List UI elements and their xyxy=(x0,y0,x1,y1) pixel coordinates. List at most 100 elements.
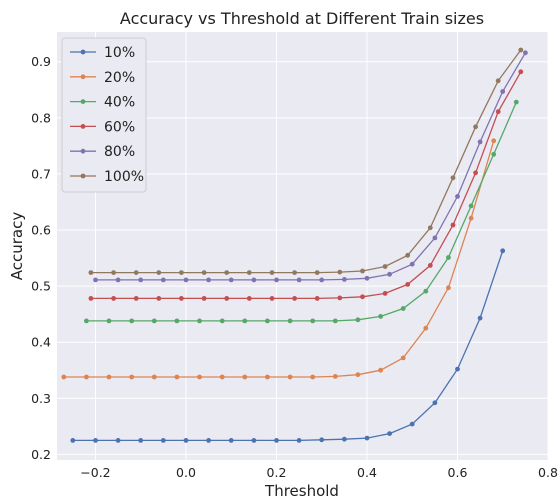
chart-title: Accuracy vs Threshold at Different Train… xyxy=(120,9,484,28)
data-point xyxy=(495,109,501,115)
data-point xyxy=(151,318,157,324)
data-point xyxy=(310,374,316,380)
data-point xyxy=(314,296,320,301)
data-point xyxy=(156,296,162,301)
data-point xyxy=(423,325,429,331)
data-point xyxy=(427,263,433,268)
data-point xyxy=(106,318,112,324)
data-point xyxy=(228,438,234,443)
data-point xyxy=(473,170,478,176)
data-point xyxy=(106,374,112,380)
data-point xyxy=(197,374,202,380)
data-point xyxy=(423,288,429,294)
data-point xyxy=(360,268,365,274)
x-tick-label: 0.8 xyxy=(538,465,558,480)
data-point xyxy=(93,438,98,443)
data-point xyxy=(201,296,207,301)
y-tick-label: 0.3 xyxy=(31,391,51,406)
data-point xyxy=(337,295,343,301)
data-point xyxy=(265,374,270,380)
data-point xyxy=(274,438,279,443)
data-point xyxy=(332,318,338,324)
y-tick-label: 0.8 xyxy=(31,110,51,125)
y-tick-label: 0.5 xyxy=(31,279,51,294)
legend-item-20pct: 20% xyxy=(70,70,135,86)
data-point xyxy=(156,270,162,275)
data-point xyxy=(364,275,370,281)
data-point xyxy=(70,438,76,443)
data-point xyxy=(409,421,415,427)
data-point xyxy=(432,235,438,241)
data-point xyxy=(251,277,257,283)
data-point xyxy=(446,285,451,291)
legend-label: 80% xyxy=(104,144,135,160)
series-100pct xyxy=(88,47,524,275)
series-40pct xyxy=(84,99,519,324)
data-point xyxy=(179,270,184,275)
y-tick-label: 0.6 xyxy=(31,223,51,238)
y-tick-label: 0.4 xyxy=(31,335,51,350)
data-point xyxy=(84,318,89,324)
data-point xyxy=(179,296,184,301)
data-point xyxy=(319,437,325,443)
data-point xyxy=(400,355,406,361)
data-point xyxy=(468,203,474,209)
legend-item-60pct: 60% xyxy=(70,119,135,135)
data-point xyxy=(242,374,248,380)
x-axis-label: Threshold xyxy=(264,482,339,499)
data-point xyxy=(206,277,212,283)
data-point xyxy=(61,374,67,380)
data-point xyxy=(518,47,524,53)
data-point xyxy=(405,252,411,258)
x-tick-label: 0.6 xyxy=(448,465,468,480)
series-line-100pct xyxy=(90,49,522,274)
legend-item-10pct: 10% xyxy=(70,45,135,61)
data-point xyxy=(382,291,388,296)
data-point xyxy=(432,400,438,406)
data-point xyxy=(477,315,483,321)
data-point xyxy=(84,374,89,380)
series-line-80pct xyxy=(95,52,526,281)
data-point xyxy=(360,294,365,300)
data-point xyxy=(224,270,230,275)
data-point xyxy=(332,374,338,379)
data-point xyxy=(342,436,347,442)
data-point xyxy=(93,277,98,283)
data-point xyxy=(296,438,302,443)
data-point xyxy=(246,270,252,275)
legend-label: 20% xyxy=(104,70,135,86)
data-point xyxy=(197,318,202,324)
legend-item-40pct: 40% xyxy=(70,95,135,111)
data-point xyxy=(491,151,497,157)
data-point xyxy=(378,314,383,319)
y-tick-label: 0.9 xyxy=(31,54,51,69)
data-point xyxy=(269,296,275,301)
data-point xyxy=(387,431,392,436)
data-point xyxy=(400,306,406,311)
data-point xyxy=(450,175,456,181)
data-point xyxy=(88,270,94,275)
data-point xyxy=(455,366,460,372)
series-layer xyxy=(61,47,528,443)
legend-label: 100% xyxy=(104,169,144,185)
legend-item-100pct: 100% xyxy=(70,169,144,185)
legend-label: 40% xyxy=(104,95,135,111)
data-point xyxy=(265,318,270,324)
data-point xyxy=(183,277,189,283)
legend-label: 10% xyxy=(104,45,135,61)
legend-label: 60% xyxy=(104,119,135,135)
data-point xyxy=(355,317,361,323)
legend-swatch-marker xyxy=(80,49,86,55)
data-point xyxy=(269,270,275,275)
series-line-20pct xyxy=(63,140,495,378)
data-point xyxy=(138,277,144,283)
data-point xyxy=(500,89,506,94)
data-point xyxy=(88,296,94,301)
data-point xyxy=(151,374,157,380)
legend-swatch-marker xyxy=(80,148,86,154)
data-point xyxy=(111,296,116,301)
data-point xyxy=(427,225,433,231)
data-point xyxy=(455,194,460,199)
data-point xyxy=(242,318,248,324)
x-tick-label: 0.4 xyxy=(357,465,377,480)
